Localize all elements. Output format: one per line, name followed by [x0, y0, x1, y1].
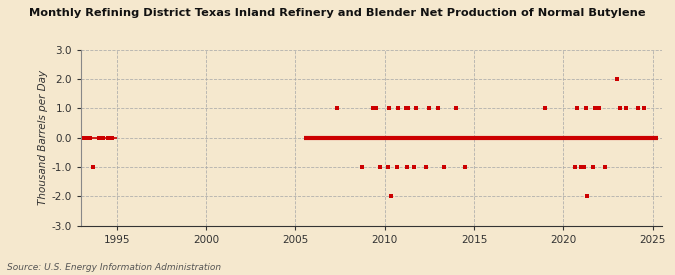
Text: Monthly Refining District Texas Inland Refinery and Blender Net Production of No: Monthly Refining District Texas Inland R…	[29, 8, 646, 18]
Text: Source: U.S. Energy Information Administration: Source: U.S. Energy Information Administ…	[7, 263, 221, 272]
Y-axis label: Thousand Barrels per Day: Thousand Barrels per Day	[38, 70, 47, 205]
